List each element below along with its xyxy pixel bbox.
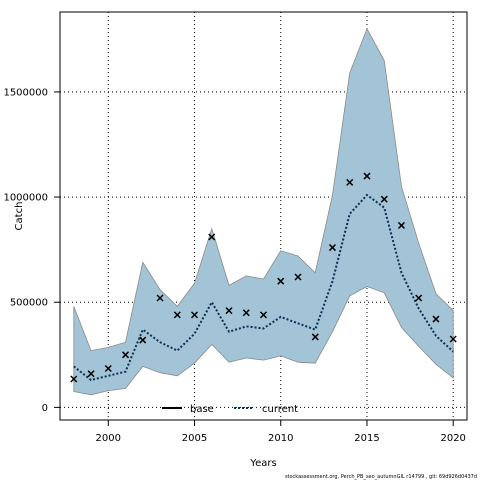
base-point [225, 307, 233, 315]
base-point [190, 311, 199, 319]
y-tick-label: 1500000 [3, 87, 48, 98]
base-point [87, 370, 95, 378]
base-point [380, 195, 388, 203]
x-tick-label: 2005 [182, 433, 207, 444]
current-series-line [73, 193, 454, 382]
base-point-stroke [328, 244, 337, 252]
base-point-stroke [122, 351, 130, 359]
base-point-stroke [397, 221, 405, 229]
base-point [70, 375, 78, 383]
plot-frame [59, 11, 468, 421]
x-tick-label: 2020 [440, 433, 465, 444]
base-point-stroke [363, 172, 371, 180]
base-point-stroke [70, 375, 78, 383]
base-point [432, 315, 440, 323]
base-point-stroke [87, 370, 95, 378]
legend-base-label: base [190, 404, 214, 415]
legend-current-label: current [262, 404, 298, 415]
base-point-stroke [242, 309, 250, 317]
base-point [397, 221, 405, 229]
base-point-stroke [259, 311, 268, 319]
base-point-stroke [190, 311, 199, 319]
y-axis-title: Catch [14, 202, 25, 231]
base-point [139, 336, 147, 344]
base-point [208, 233, 216, 241]
base-point-stroke [346, 178, 354, 186]
base-point-stroke [104, 364, 112, 373]
confidence-band [73, 27, 454, 396]
base-points-layer [70, 172, 457, 383]
base-point [449, 335, 457, 343]
base-point-stroke [208, 233, 216, 241]
base-point-stroke [156, 294, 164, 302]
base-point-stroke [415, 294, 423, 302]
base-point-stroke [139, 336, 147, 344]
base-point [277, 277, 285, 285]
base-point [415, 294, 423, 302]
x-tick-label: 2000 [96, 433, 121, 444]
base-point [259, 311, 268, 319]
y-tick-label: 1000000 [3, 193, 48, 204]
y-tick-label: 500000 [10, 298, 48, 309]
current-line-layer [73, 193, 454, 382]
base-point [242, 309, 250, 317]
base-point [311, 333, 319, 341]
base-point-stroke [225, 307, 233, 315]
base-point [173, 311, 181, 319]
base-point [104, 364, 112, 373]
confidence-band-layer [73, 27, 454, 396]
base-point-stroke [380, 195, 388, 203]
base-point [122, 351, 130, 359]
base-point [156, 294, 164, 302]
base-point-stroke [449, 335, 457, 343]
legend: base current [162, 404, 298, 415]
base-point [346, 178, 354, 186]
base-point [294, 273, 302, 281]
base-point-stroke [173, 311, 181, 319]
caption: stockassessment.org, Perch_PB_seo_autumn… [285, 474, 477, 480]
x-axis-title: Years [249, 458, 276, 469]
x-tick-label: 2015 [354, 433, 379, 444]
base-point-stroke [432, 315, 440, 323]
y-axis: 0 500000 1000000 1500000 [3, 87, 60, 414]
base-point-stroke [277, 277, 285, 285]
x-tick-label: 2010 [268, 433, 293, 444]
y-tick-label: 0 [42, 403, 48, 414]
base-point [363, 172, 371, 180]
base-point [328, 244, 337, 252]
base-point-stroke [294, 273, 302, 281]
base-point-stroke [311, 333, 319, 341]
x-axis: 2000 2005 2010 2015 2020 [96, 420, 466, 444]
